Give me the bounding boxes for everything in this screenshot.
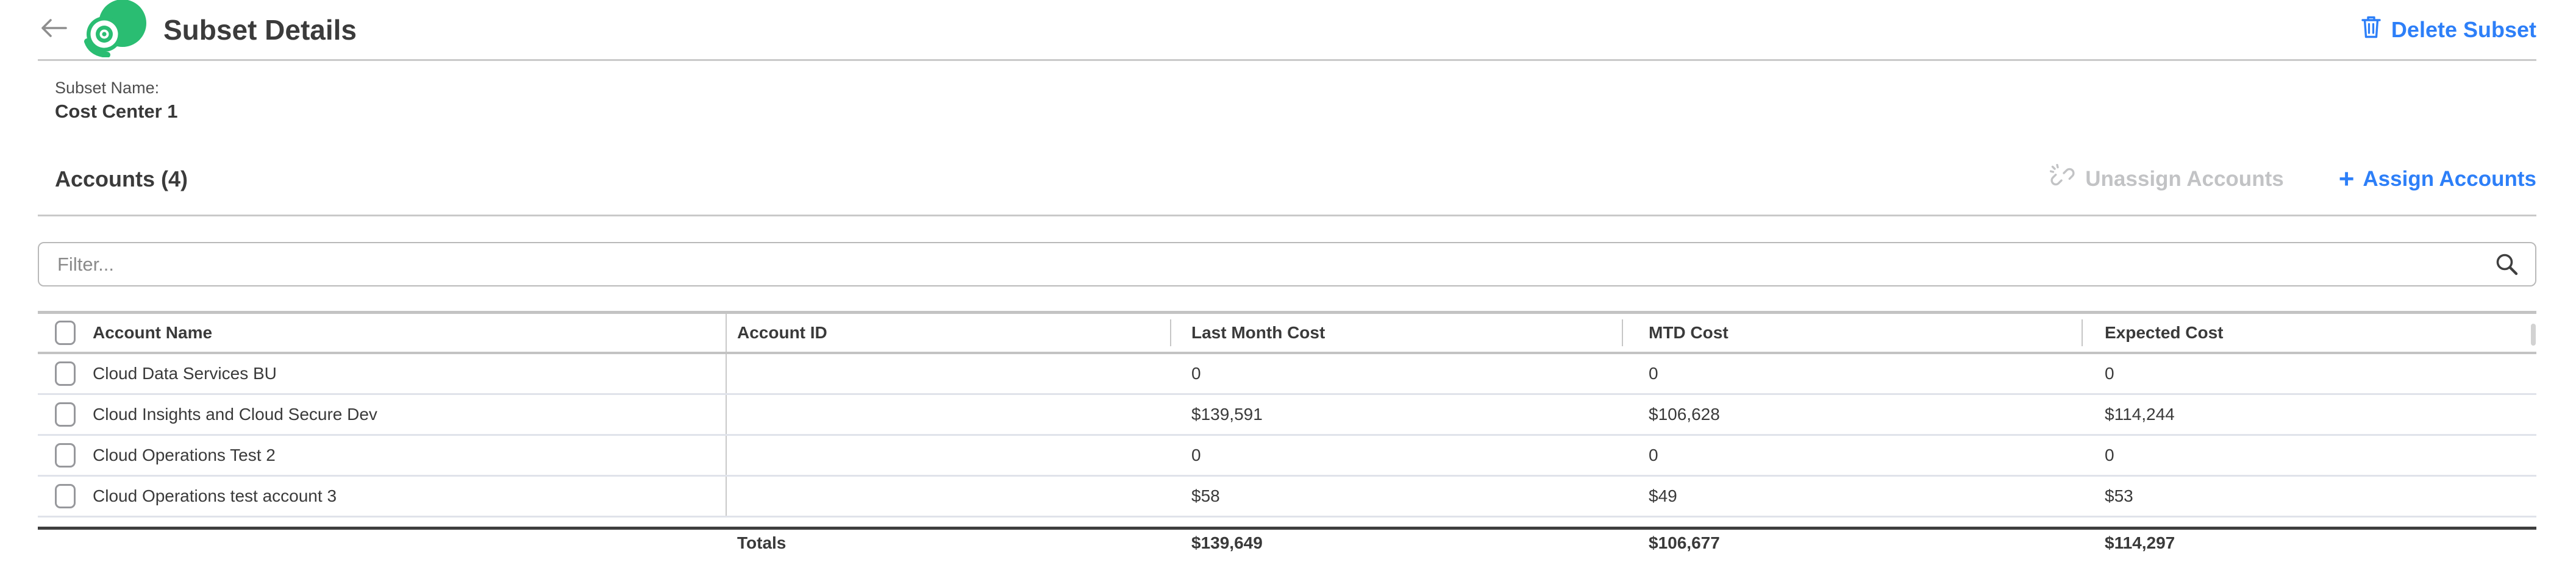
- totals-gap: [38, 518, 2536, 527]
- cell-expected-cost: $53: [2105, 486, 2133, 505]
- cell-account-name: Cloud Operations test account 3: [38, 477, 727, 516]
- totals-empty-cell: [38, 530, 727, 557]
- table-header-row: Account Name Account ID Last Month Cost …: [38, 314, 2536, 354]
- subset-name-block: Subset Name: Cost Center 1: [0, 61, 2576, 124]
- page-header: Subset Details Delete Subset: [0, 0, 2576, 59]
- delete-subset-label: Delete Subset: [2391, 16, 2536, 42]
- arrow-left-icon: [38, 16, 70, 43]
- back-button[interactable]: [38, 16, 70, 43]
- cell-expected-cost: 0: [2105, 446, 2114, 464]
- cell-account-name: Cloud Data Services BU: [38, 354, 727, 393]
- cell-mtd-cost: 0: [1649, 364, 1658, 383]
- unassign-accounts-button[interactable]: Unassign Accounts: [2050, 163, 2284, 195]
- cell-mtd-cost: 0: [1649, 446, 1658, 464]
- cell-account-name: Cloud Operations Test 2: [38, 436, 727, 475]
- cell-account-id: [727, 477, 1170, 516]
- totals-expected-cost: $114,297: [2105, 533, 2175, 552]
- cell-last-month-cost: $58: [1191, 486, 1220, 505]
- cell-expected-cost: $114,244: [2105, 405, 2175, 424]
- delete-subset-button[interactable]: Delete Subset: [2361, 15, 2536, 44]
- filter-input[interactable]: [38, 242, 2536, 286]
- select-all-checkbox[interactable]: [55, 321, 76, 345]
- cell-account-id: [727, 395, 1170, 434]
- accounts-table: Account Name Account ID Last Month Cost …: [38, 311, 2536, 557]
- totals-last-month-cost: $139,649: [1191, 533, 1263, 552]
- cell-account-name: Cloud Insights and Cloud Secure Dev: [38, 395, 727, 434]
- accounts-divider: [38, 215, 2536, 216]
- header-cell-account-id: Account ID: [727, 314, 1170, 352]
- table-row[interactable]: Cloud Operations test account 3 $58 $49 …: [38, 477, 2536, 518]
- totals-label: Totals: [737, 533, 787, 552]
- cell-account-id: [727, 354, 1170, 393]
- totals-mtd-cost: $106,677: [1649, 533, 1720, 552]
- page-title: Subset Details: [163, 13, 357, 46]
- spot-logo-icon: [82, 0, 149, 60]
- assign-accounts-button[interactable]: + Assign Accounts: [2339, 166, 2536, 193]
- subset-name-label: Subset Name:: [55, 79, 160, 97]
- trash-icon: [2361, 15, 2382, 44]
- header-divider: [38, 59, 2536, 61]
- cell-account-id: [727, 436, 1170, 475]
- assign-accounts-label: Assign Accounts: [2363, 167, 2536, 191]
- subset-name-value: Cost Center 1: [55, 101, 178, 122]
- column-header-expected-cost: Expected Cost: [2105, 323, 2224, 342]
- vertical-scrollbar-thumb[interactable]: [2531, 324, 2536, 346]
- cell-last-month-cost: $139,591: [1191, 405, 1263, 424]
- table-row[interactable]: Cloud Data Services BU 0 0 0: [38, 354, 2536, 395]
- account-name-text: Cloud Operations test account 3: [93, 486, 337, 505]
- column-header-account-id: Account ID: [737, 323, 827, 342]
- cell-mtd-cost: $49: [1649, 486, 1677, 505]
- table-row[interactable]: Cloud Operations Test 2 0 0 0: [38, 436, 2536, 477]
- plus-icon: +: [2338, 164, 2355, 194]
- cell-mtd-cost: $106,628: [1649, 405, 1720, 424]
- row-checkbox[interactable]: [55, 443, 76, 468]
- account-name-text: Cloud Insights and Cloud Secure Dev: [93, 405, 377, 424]
- account-name-text: Cloud Operations Test 2: [93, 446, 276, 464]
- header-cell-mtd-cost: MTD Cost: [1622, 314, 2082, 352]
- broken-link-icon: [2050, 163, 2075, 195]
- table-row[interactable]: Cloud Insights and Cloud Secure Dev $139…: [38, 395, 2536, 436]
- row-checkbox[interactable]: [55, 484, 76, 508]
- accounts-toolbar: Accounts (4) Unassign Accounts + Assign …: [55, 163, 2536, 195]
- account-name-text: Cloud Data Services BU: [93, 364, 277, 383]
- cell-last-month-cost: 0: [1191, 364, 1201, 383]
- cell-last-month-cost: 0: [1191, 446, 1201, 464]
- column-header-account-name: Account Name: [93, 323, 213, 342]
- filter-bar: [38, 242, 2536, 286]
- column-header-mtd-cost: MTD Cost: [1649, 323, 1729, 342]
- unassign-accounts-label: Unassign Accounts: [2085, 167, 2284, 191]
- row-checkbox[interactable]: [55, 361, 76, 386]
- totals-row: Totals $139,649 $106,677 $114,297: [38, 527, 2536, 557]
- header-cell-last-month-cost: Last Month Cost: [1170, 314, 1622, 352]
- header-cell-account-name: Account Name: [38, 314, 727, 352]
- header-cell-expected-cost: Expected Cost: [2082, 314, 2536, 352]
- cell-expected-cost: 0: [2105, 364, 2114, 383]
- accounts-heading: Accounts (4): [55, 166, 188, 191]
- row-checkbox[interactable]: [55, 402, 76, 427]
- search-icon[interactable]: [2494, 251, 2521, 281]
- column-header-last-month-cost: Last Month Cost: [1191, 323, 1325, 342]
